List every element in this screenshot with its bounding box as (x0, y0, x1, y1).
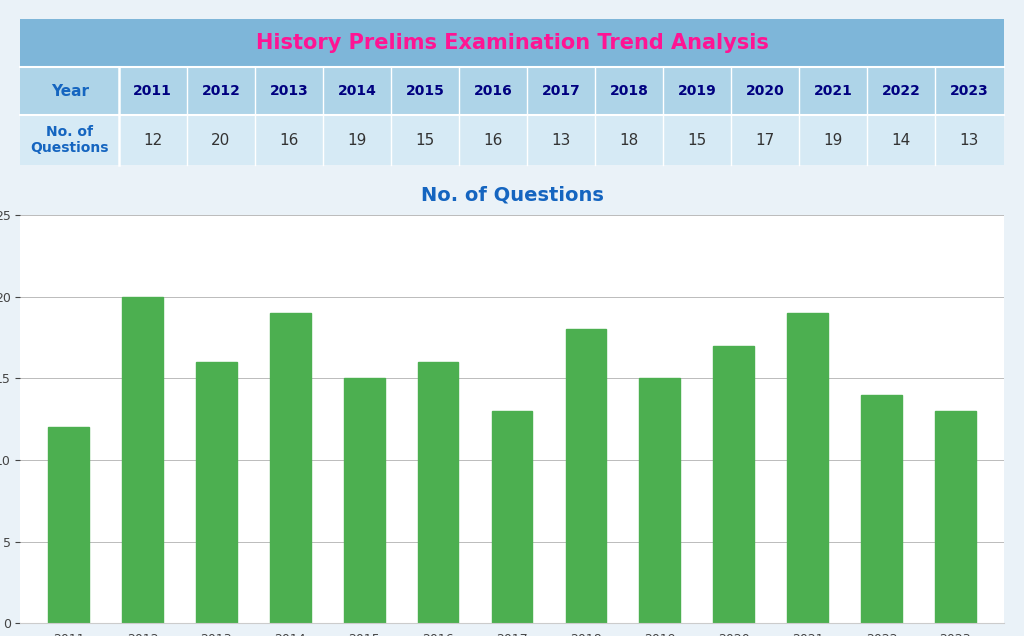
Text: 17: 17 (756, 133, 775, 148)
Bar (861, 394, 902, 623)
Text: 2016: 2016 (474, 85, 512, 99)
Text: 2021: 2021 (814, 85, 853, 99)
Bar (935, 411, 976, 623)
Text: 20: 20 (211, 133, 230, 148)
Title: No. of Questions: No. of Questions (421, 186, 603, 205)
Text: History Prelims Examination Trend Analysis: History Prelims Examination Trend Analys… (256, 33, 768, 53)
Text: 13: 13 (552, 133, 570, 148)
Text: 15: 15 (416, 133, 434, 148)
Text: 2022: 2022 (882, 85, 921, 99)
Text: No. of
Questions: No. of Questions (31, 125, 109, 155)
Text: 2020: 2020 (745, 85, 784, 99)
Text: 2018: 2018 (609, 85, 648, 99)
Bar (418, 362, 459, 623)
Text: 2013: 2013 (269, 85, 308, 99)
Text: 15: 15 (688, 133, 707, 148)
Bar (20, 19, 1004, 67)
Bar (565, 329, 606, 623)
Bar (48, 427, 89, 623)
Text: 2023: 2023 (950, 85, 989, 99)
Text: 18: 18 (620, 133, 639, 148)
Text: 13: 13 (959, 133, 979, 148)
Text: 2012: 2012 (202, 85, 241, 99)
Bar (492, 411, 532, 623)
Text: 14: 14 (892, 133, 911, 148)
Bar (639, 378, 680, 623)
Text: 2017: 2017 (542, 85, 581, 99)
Bar (787, 313, 828, 623)
Text: 16: 16 (280, 133, 299, 148)
Bar (20, 67, 1004, 115)
Bar (344, 378, 385, 623)
Bar (270, 313, 310, 623)
Bar (714, 345, 754, 623)
Text: 19: 19 (347, 133, 367, 148)
Text: 2011: 2011 (133, 85, 172, 99)
Bar (196, 362, 237, 623)
Text: 12: 12 (143, 133, 163, 148)
Bar (122, 296, 163, 623)
Text: 16: 16 (483, 133, 503, 148)
Text: Year: Year (50, 84, 89, 99)
Bar (20, 115, 1004, 165)
Text: 2019: 2019 (678, 85, 717, 99)
Text: 19: 19 (823, 133, 843, 148)
Text: 2015: 2015 (406, 85, 444, 99)
Text: 2014: 2014 (338, 85, 377, 99)
